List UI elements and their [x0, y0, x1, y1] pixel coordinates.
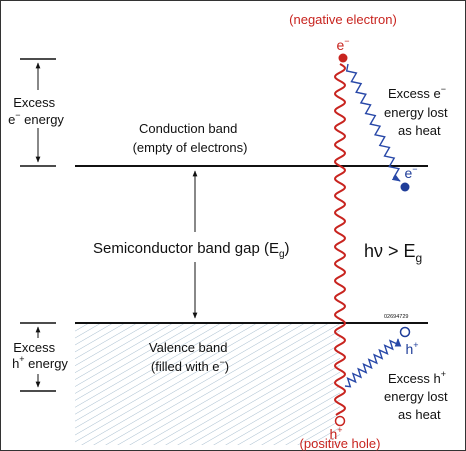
excess-e-lost-label: Excess e− energy lost as heat: [384, 80, 451, 138]
photon-energy-label: hν > Eg: [364, 241, 422, 265]
relaxed-electron-dot: [400, 182, 410, 192]
electron-heat-loss-path: [345, 63, 401, 182]
valence-band-label: Valence band (filled with e−): [149, 340, 231, 374]
excited-electron-dot: [338, 53, 348, 63]
positive-hole-label: (positive hole): [300, 436, 381, 451]
relaxed-hole-circle: [399, 326, 411, 338]
band-gap-label: Semiconductor band gap (Eg): [93, 240, 290, 260]
excess-h-bracket: [20, 322, 56, 392]
valence-band-hatch: [75, 323, 340, 445]
excess-e-bracket: [20, 58, 56, 167]
electron-symbol-relaxed: e−: [404, 164, 417, 181]
hole-symbol-bottom: h+: [329, 425, 342, 442]
conduction-band-label: Conduction band (empty of electrons): [133, 121, 248, 155]
negative-electron-label: (negative electron): [289, 12, 397, 27]
excess-h-energy-label: Excess h+ energy: [12, 340, 68, 371]
figure-id-label: 02694729: [384, 314, 408, 320]
excess-e-energy-label: Excess e− energy: [8, 95, 64, 127]
photon-wave: [333, 63, 347, 416]
hole-heat-loss-path: [344, 338, 402, 388]
excess-h-lost-label: Excess h+ energy lost as heat: [384, 365, 451, 422]
hole-symbol-relaxed: h+: [405, 340, 418, 357]
electron-symbol-top: e−: [336, 36, 349, 53]
excited-hole-circle: [334, 415, 346, 427]
